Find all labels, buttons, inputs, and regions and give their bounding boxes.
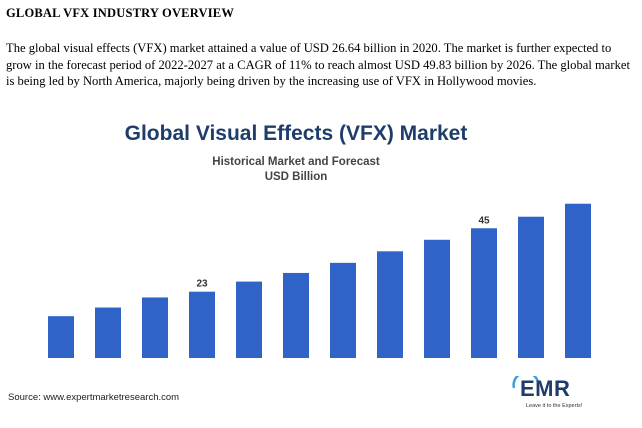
report-heading: GLOBAL VFX INDUSTRY OVERVIEW [6, 6, 235, 20]
bar-4 [189, 291, 215, 358]
bar-7 [330, 262, 356, 358]
bar-5 [236, 281, 262, 358]
bar-2 [95, 307, 121, 358]
emr-logo: EMR Leave it to the Experts! [510, 376, 628, 416]
bar-12 [565, 203, 591, 358]
logo-mark [512, 376, 540, 389]
bar-group [48, 203, 591, 358]
logo-text: EMR [520, 376, 571, 401]
data-label-group: 23 45 [196, 215, 490, 289]
bar-10 [471, 228, 497, 358]
bar-6 [283, 272, 309, 358]
report-paragraph: The global visual effects (VFX) market a… [6, 41, 630, 88]
logo-tagline: Leave it to the Experts! [526, 403, 583, 409]
source-note: Source: www.expertmarketresearch.com [8, 392, 180, 403]
chart-title: Global Visual Effects (VFX) Market [125, 122, 468, 145]
chart-subtitle: Historical Market and Forecast [212, 156, 380, 168]
data-label-10: 45 [478, 215, 490, 226]
bar-8 [377, 251, 403, 358]
logo-arc-icon [512, 376, 540, 389]
bar-11 [518, 216, 544, 358]
vfx-market-chart: Global Visual Effects (VFX) Market Histo… [48, 122, 591, 358]
bar-9 [424, 239, 450, 358]
data-label-4: 23 [196, 279, 208, 290]
chart-unit-label: USD Billion [265, 171, 328, 183]
bar-3 [142, 297, 168, 358]
bar-1 [48, 316, 74, 358]
